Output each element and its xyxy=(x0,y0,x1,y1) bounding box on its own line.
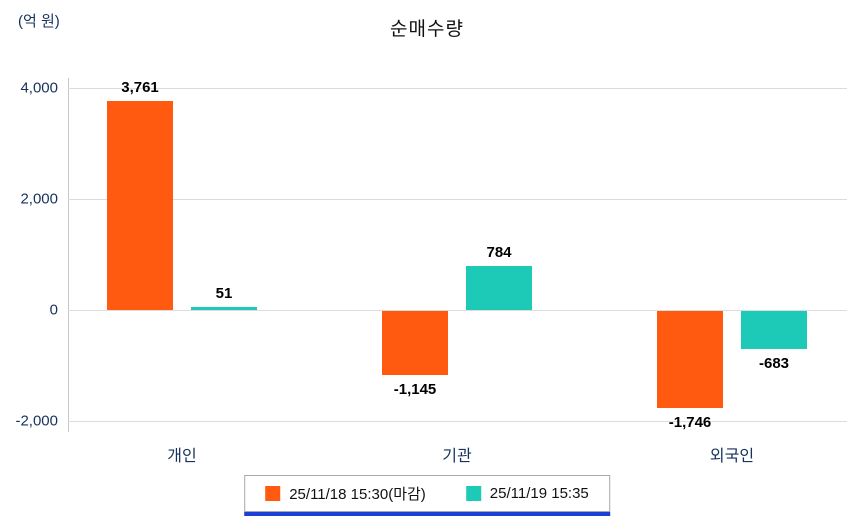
bar-외국인-s2 xyxy=(741,311,807,349)
legend-box: 25/11/18 15:30(마감) 25/11/19 15:35 xyxy=(244,475,610,512)
gridline xyxy=(68,310,847,311)
x-category-label: 기관 xyxy=(442,448,472,465)
x-category-label: 개인 xyxy=(167,448,197,465)
legend: 25/11/18 15:30(마감) 25/11/19 15:35 xyxy=(244,475,610,516)
bar-외국인-s1 xyxy=(657,311,723,408)
y-tick-label: -2,000 xyxy=(15,412,58,430)
y-tick-label: 4,000 xyxy=(20,79,58,97)
bar-value-label: -1,746 xyxy=(668,414,712,431)
bar-value-label: 51 xyxy=(215,285,233,302)
legend-swatch-series2 xyxy=(465,486,481,501)
gridline xyxy=(68,199,847,200)
gridline xyxy=(68,88,847,89)
bar-개인-s1 xyxy=(107,101,173,310)
bar-기관-s1 xyxy=(382,311,448,375)
bar-개인-s2 xyxy=(191,307,257,310)
legend-swatch-series1 xyxy=(265,486,281,501)
y-axis-line xyxy=(68,78,69,432)
y-tick-label: 0 xyxy=(49,301,58,319)
legend-underline xyxy=(244,512,610,516)
bar-value-label: 784 xyxy=(486,244,512,261)
bar-value-label: -683 xyxy=(758,355,790,372)
bar-value-label: -1,145 xyxy=(393,381,437,398)
legend-label-series2: 25/11/19 15:35 xyxy=(489,485,589,502)
bar-기관-s2 xyxy=(466,266,532,310)
x-category-label: 외국인 xyxy=(709,448,755,465)
bar-value-label: 3,761 xyxy=(121,79,159,96)
y-axis-unit-label: (억 원) xyxy=(18,13,60,30)
chart-title: 순매수량 xyxy=(390,19,464,40)
gridline xyxy=(68,421,847,422)
legend-label-series1: 25/11/18 15:30(마감) xyxy=(289,486,426,503)
y-tick-label: 2,000 xyxy=(20,190,58,208)
